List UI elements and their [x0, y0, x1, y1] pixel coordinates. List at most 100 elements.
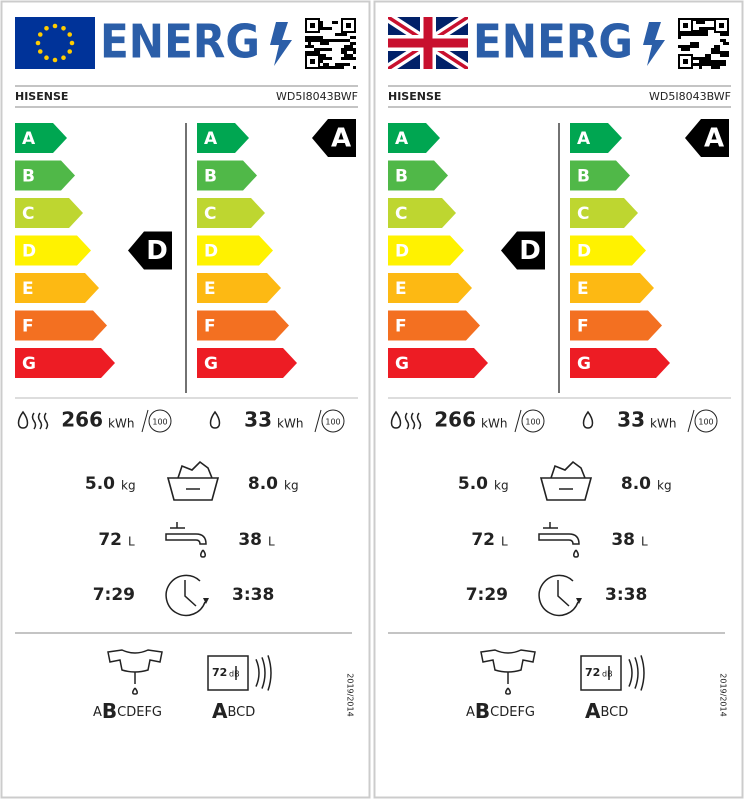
qr-cell [687, 45, 690, 48]
qr-cell [347, 63, 350, 66]
qr-cell [678, 36, 681, 39]
qr-cell [344, 57, 347, 60]
qr-cell [714, 51, 717, 54]
qr-finder [305, 54, 320, 69]
qr-cell [702, 57, 705, 60]
energy-unit: kWh [650, 417, 676, 431]
qr-cell [705, 54, 708, 57]
qr-cell [311, 45, 314, 48]
flag-star [37, 32, 43, 37]
rating-letter: A [331, 124, 351, 154]
sound-wave [255, 659, 260, 687]
qr-cell [699, 18, 702, 21]
qr-cell [335, 21, 338, 24]
qr-cell [693, 42, 696, 45]
qr-cell [714, 60, 717, 63]
heat-wave [404, 412, 410, 430]
qr-cell [320, 57, 323, 60]
scale-bar [570, 198, 638, 228]
qr-cell [693, 63, 696, 66]
rating-arrow [501, 231, 545, 270]
qr-cell [678, 45, 681, 48]
qr-cell [314, 51, 317, 54]
qr-cell [699, 33, 702, 36]
qr-cell [323, 66, 326, 69]
spin-class: ABCDEFG [466, 699, 535, 723]
qr-cell [699, 30, 702, 33]
speaker-icon [580, 655, 622, 691]
spin-class-part: CDEFG [117, 705, 162, 720]
qr-cell [332, 21, 335, 24]
qr-cell [329, 66, 332, 69]
qr-cell [723, 39, 726, 42]
qr-cell [350, 45, 353, 48]
qr-cell [347, 39, 350, 42]
qr-cell [320, 66, 323, 69]
capacity-value: 8.0 [248, 474, 278, 494]
drop-icon [209, 410, 221, 429]
qr-cell [353, 57, 356, 60]
qr-cell [717, 60, 720, 63]
qr-cell [696, 21, 699, 24]
qr-cell [726, 51, 729, 54]
flag-star [69, 40, 75, 46]
qr-cell [714, 66, 717, 69]
noise-class-part: BCD [600, 705, 628, 720]
qr-cell [717, 45, 720, 48]
capacity-unit: kg [494, 479, 509, 493]
water-value: 38 [611, 530, 635, 550]
scale-letter: C [22, 204, 34, 224]
qr-cell [693, 45, 696, 48]
scale-letter: G [577, 354, 591, 374]
qr-cell [329, 27, 332, 30]
label-border [0, 0, 371, 799]
scale-bar [570, 160, 630, 191]
qr-cell [326, 66, 329, 69]
qr-cell [711, 27, 714, 30]
shirt-icon [107, 649, 163, 695]
scale-bar [197, 310, 289, 341]
scale-bar [388, 310, 480, 341]
qr-cell [326, 63, 329, 66]
qr-cell [320, 48, 323, 51]
water-value: 72 [471, 530, 495, 550]
qr-finder-dot [719, 23, 724, 28]
spin-class-part: CDEFG [490, 705, 535, 720]
qr-cell [717, 63, 720, 66]
model: WD5I8043BWF [649, 90, 731, 103]
scale-bar [197, 273, 281, 303]
qr-cell [699, 27, 702, 30]
scale-letter: B [22, 167, 35, 187]
qr-cell [341, 57, 344, 60]
qr-cell [320, 42, 323, 45]
qr-cell [699, 63, 702, 66]
qr-cell [314, 48, 317, 51]
drop-icon [390, 410, 402, 429]
qr-cell [350, 36, 353, 39]
qr-cell [326, 57, 329, 60]
sound-wave [640, 655, 645, 691]
qr-cell [305, 39, 308, 42]
qr-cell [338, 33, 341, 36]
qr-cell [714, 45, 717, 48]
qr-finder-dot [683, 59, 688, 64]
qr-cell [353, 48, 356, 51]
cycles: 100 [525, 418, 540, 427]
qr-finder-dot [346, 23, 351, 28]
qr-cell [696, 30, 699, 33]
qr-cell [347, 57, 350, 60]
qr-cell [317, 48, 320, 51]
scale-bar [388, 273, 472, 303]
scale-bar [15, 160, 75, 191]
spin-class-part: B [102, 699, 117, 723]
rating-arrow [312, 119, 356, 157]
eu-flag [15, 17, 95, 69]
scale-letter: D [395, 242, 409, 262]
qr-cell [320, 21, 323, 24]
scale-letter: B [395, 167, 408, 187]
qr-cell [320, 39, 323, 42]
qr-finder [678, 54, 693, 69]
qr-cell [714, 48, 717, 51]
flag-star [44, 55, 49, 61]
